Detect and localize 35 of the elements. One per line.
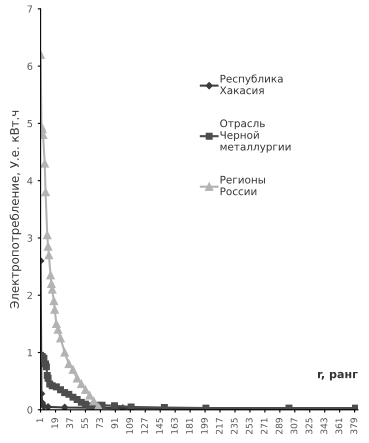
- legend-label: Регионы России: [220, 176, 266, 196]
- x-tick-label: 361: [335, 418, 342, 434]
- y-tick-label: 2: [27, 292, 32, 299]
- x-tick-label: 109: [126, 418, 133, 434]
- x-tick-label: 325: [306, 418, 312, 434]
- y-tick-label: 3: [28, 234, 32, 242]
- x-tick-label: 37: [66, 418, 74, 428]
- x-tick-label: 163: [170, 418, 178, 434]
- y-tick-label: 1: [28, 349, 32, 356]
- x-tick-label: 235: [230, 418, 238, 434]
- x-tick-label: 379: [350, 418, 358, 434]
- x-tick-label: 55: [81, 418, 88, 428]
- x-tick-label: 91: [111, 418, 118, 428]
- x-axis-title: r, ранг: [318, 372, 358, 380]
- y-tick-label: 7: [28, 5, 32, 13]
- x-tick-label: 217: [216, 418, 223, 434]
- x-tick-label: 289: [276, 418, 282, 434]
- legend-label: Отрасль Черной металлургии: [220, 119, 290, 153]
- x-tick-label: 343: [320, 418, 328, 434]
- y-axis-title: Электропотребление, У.е. кВт.ч: [10, 110, 22, 308]
- legend-label: Республика Хакасия: [220, 74, 283, 94]
- x-tick-label: 127: [141, 418, 148, 434]
- x-tick-label: 307: [290, 418, 298, 434]
- y-tick-label: 0: [27, 406, 32, 414]
- x-tick-label: 181: [186, 418, 193, 434]
- x-tick-label: 1: [36, 418, 44, 422]
- y-tick-label: 5: [28, 120, 32, 128]
- x-tick-label: 271: [260, 418, 268, 434]
- x-tick-label: 253: [246, 418, 253, 434]
- y-tick-label: 4: [27, 177, 32, 184]
- x-tick-label: 19: [51, 418, 58, 428]
- x-tick-label: 145: [156, 418, 163, 434]
- x-tick-label: 73: [96, 418, 104, 428]
- y-tick-label: 6: [27, 62, 32, 70]
- x-tick-label: 199: [200, 418, 208, 434]
